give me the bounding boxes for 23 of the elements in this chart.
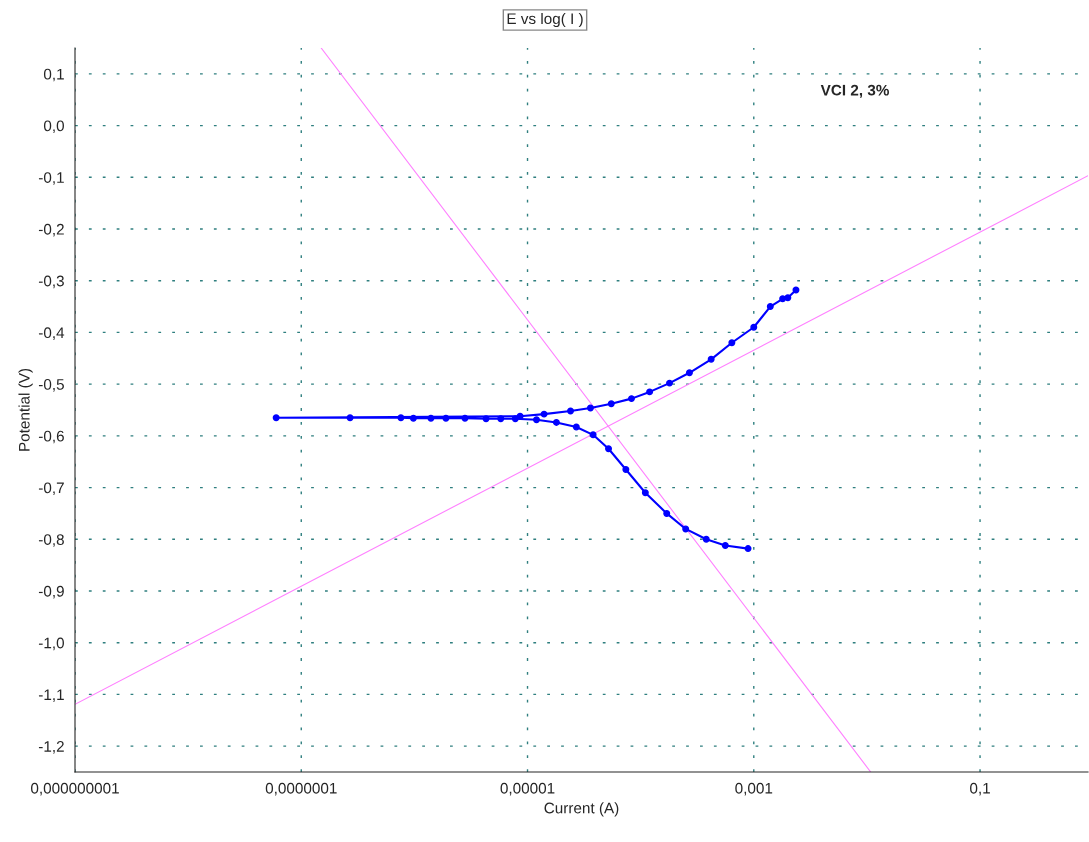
annotation: VCI 2, 3% [820,84,889,98]
y-tick-label: -0,9 [38,585,64,599]
x-tick-label: 0,0000001 [265,782,337,796]
y-tick-label: -0,8 [38,534,64,547]
y-tick-label: 0,0 [43,120,64,134]
y-tick-label: -0,1 [38,172,64,185]
x-tick-label: 0,00001 [500,782,555,796]
y-tick-label: -0,2 [38,223,64,237]
x-tick-label: 0,001 [735,782,773,796]
y-tick-label: -1,1 [38,689,64,702]
y-tick-label: -0,5 [38,379,64,392]
y-axis-title: Potential (V) [18,368,33,451]
x-tick-label: 0,1 [970,782,990,796]
x-tick-label: 0,000000001 [31,782,119,796]
y-tick-label: -1,2 [38,741,64,754]
x-axis-title: Current (A) [544,802,619,817]
y-tick-label: -0,7 [38,482,64,496]
y-tick-label: -0,6 [38,430,64,444]
y-tick-label: 0,1 [43,68,64,82]
y-tick-label: -0,4 [38,327,65,340]
y-tick-label: -1,0 [38,637,64,651]
chart-title: E vs log( I ) [507,12,583,28]
y-tick-label: -0,3 [38,275,64,289]
